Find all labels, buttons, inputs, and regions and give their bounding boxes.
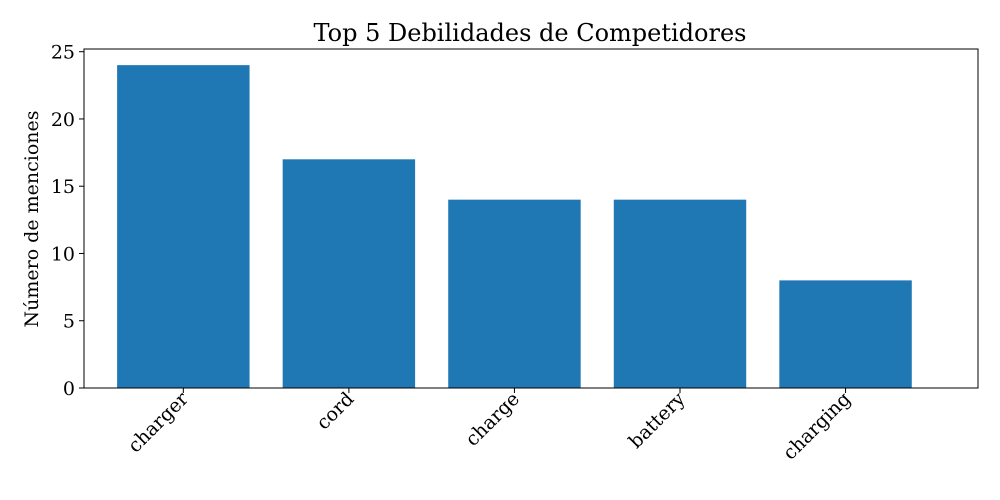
bar-charging	[779, 280, 912, 388]
bar-charger	[117, 65, 250, 389]
plot-frame	[83, 48, 979, 389]
y-tick-label: 10	[51, 243, 75, 265]
x-tick-label-charging: charging	[779, 388, 855, 464]
bar-cord	[282, 159, 416, 388]
y-tick-label: 15	[51, 176, 75, 198]
y-tick-label: 20	[51, 109, 75, 131]
y-tick-label: 25	[51, 42, 75, 64]
y-tick-label: 0	[63, 378, 75, 400]
x-tick-label-charger: charger	[124, 387, 194, 457]
y-axis-label: Número de menciones	[21, 110, 43, 327]
y-tick-label: 5	[63, 311, 75, 333]
x-tick-label-battery: battery	[625, 388, 690, 453]
bar-battery	[613, 199, 747, 388]
x-tick-label-charge: charge	[461, 388, 524, 451]
bar-charge	[448, 199, 581, 388]
bars-group	[117, 65, 912, 389]
x-tick-label-cord: cord	[312, 388, 358, 434]
chart-title: Top 5 Debilidades de Competidores	[314, 19, 747, 47]
y-ticks-group: 0 5 10 15 20 25	[51, 42, 84, 400]
x-ticks-group: charger cord charge battery charging	[124, 387, 855, 464]
